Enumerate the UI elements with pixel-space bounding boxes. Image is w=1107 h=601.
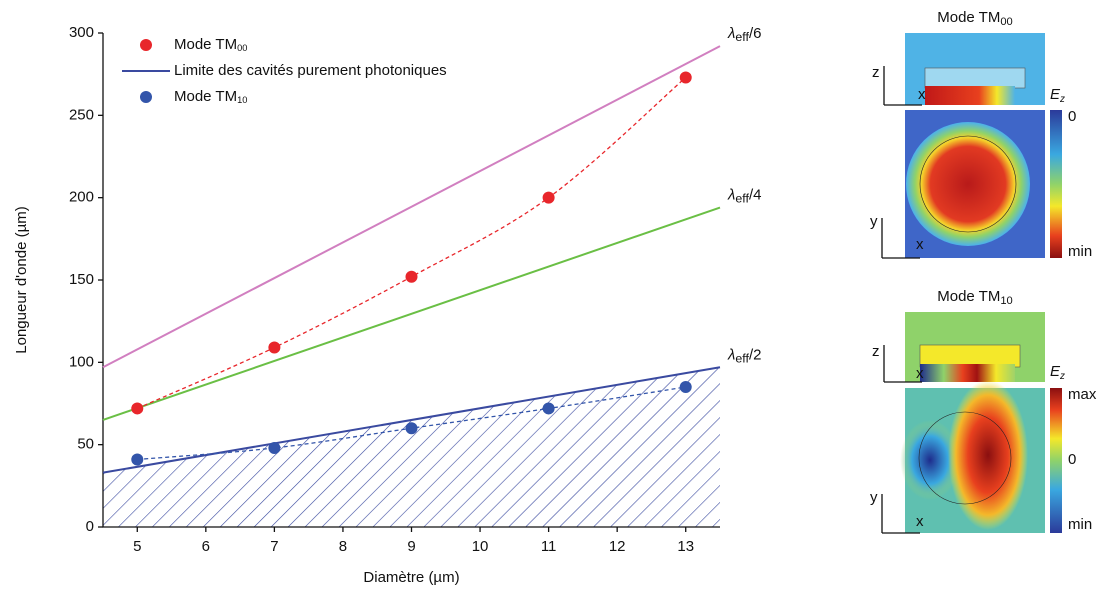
- legend-label-part: Mode TM: [174, 88, 237, 105]
- legend-swatch: [140, 39, 152, 51]
- x-tick-label: 12: [609, 538, 626, 555]
- fit-line: [137, 76, 687, 410]
- x-tick-label: 7: [270, 538, 278, 555]
- line-label: λeff/4: [727, 187, 761, 206]
- data-point: [268, 341, 281, 354]
- scale-label: 0: [1068, 108, 1076, 125]
- x-tick-label: 9: [407, 538, 415, 555]
- panel-title: Mode TM00: [937, 9, 1013, 28]
- line-label-part: /4: [749, 187, 762, 204]
- axis-letter: x: [916, 513, 924, 530]
- scale-label: min: [1068, 243, 1092, 260]
- line-label-part: λ: [727, 25, 735, 42]
- y-tick-label: 50: [77, 436, 94, 453]
- hatch-area: [103, 367, 720, 527]
- scale-label: min: [1068, 516, 1092, 533]
- field-label: Ez: [1050, 86, 1065, 105]
- axis-letter: x: [916, 236, 924, 253]
- line-label-part: λ: [727, 346, 735, 363]
- x-axis-label: Diamètre (µm): [363, 569, 459, 586]
- legend-label: Limite des cavités purement photoniques: [174, 62, 447, 79]
- field-label: Ez: [1050, 363, 1065, 382]
- legend-label-part: 10: [237, 95, 247, 105]
- legend-label-part: 00: [237, 43, 247, 53]
- guide-line: [102, 45, 721, 369]
- axis-letter: y: [870, 489, 878, 506]
- scale-label: 0: [1068, 451, 1076, 468]
- guide-line: [102, 206, 721, 421]
- x-tick-label: 8: [339, 538, 347, 555]
- field-label-part: E: [1050, 86, 1061, 103]
- data-point: [131, 402, 144, 415]
- data-point: [405, 422, 418, 435]
- panel-title: Mode TM10: [937, 288, 1013, 307]
- data-point: [542, 191, 555, 204]
- panel-title-part: Mode TM: [937, 288, 1000, 305]
- x-tick-label: 10: [472, 538, 489, 555]
- axis-letter: z: [872, 64, 880, 81]
- legend-label: Mode TM00: [174, 36, 247, 53]
- x-tick-label: 11: [541, 538, 557, 555]
- legend-label-part: Limite des cavités purement photoniques: [174, 62, 447, 79]
- line-label-part: /2: [749, 346, 762, 363]
- y-tick-label: 300: [69, 24, 94, 41]
- data-point: [405, 270, 418, 283]
- limit-line: [102, 366, 721, 474]
- data-point: [542, 402, 555, 415]
- x-tick-label: 13: [677, 538, 694, 555]
- panel-title-part: Mode TM: [937, 9, 1000, 26]
- line-label-part: eff: [735, 352, 749, 366]
- line-label-part: eff: [735, 30, 749, 44]
- axis-letter: x: [918, 86, 926, 103]
- data-point: [131, 453, 144, 466]
- y-tick-label: 150: [69, 271, 94, 288]
- panel-title-part: 00: [1000, 16, 1012, 28]
- line-label-part: /6: [749, 25, 762, 42]
- x-tick-label: 5: [133, 538, 141, 555]
- y-tick-label: 100: [69, 353, 94, 370]
- scale-label: max: [1068, 386, 1097, 403]
- panel-title-part: 10: [1000, 295, 1012, 307]
- data-point: [679, 381, 692, 394]
- axis-letter: x: [916, 365, 924, 382]
- y-tick-label: 200: [69, 189, 94, 206]
- y-tick-label: 250: [69, 106, 94, 123]
- field-label-part: z: [1059, 94, 1065, 105]
- field-label-part: z: [1059, 371, 1065, 382]
- legend-label-part: Mode TM: [174, 36, 237, 53]
- x-tick-label: 6: [202, 538, 210, 555]
- line-label: λeff/6: [727, 25, 761, 44]
- field-label-part: E: [1050, 363, 1061, 380]
- y-tick-label: 0: [86, 518, 94, 535]
- data-point: [268, 441, 281, 454]
- axis-letter: z: [872, 343, 880, 360]
- line-label: λeff/2: [727, 346, 761, 365]
- axis-letter: y: [870, 213, 878, 230]
- y-axis-label: Longueur d'onde (µm): [13, 206, 30, 353]
- field-images: [881, 33, 1062, 534]
- data-point: [679, 71, 692, 84]
- line-label-part: λ: [727, 187, 735, 204]
- legend-swatch: [140, 91, 152, 103]
- legend-label: Mode TM10: [174, 88, 247, 105]
- line-label-part: eff: [735, 192, 749, 206]
